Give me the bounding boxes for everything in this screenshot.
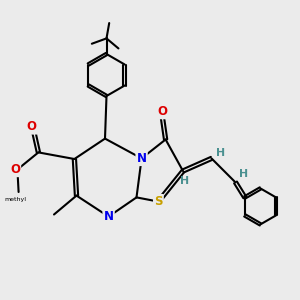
Text: S: S xyxy=(154,195,163,208)
Text: H: H xyxy=(216,148,225,158)
Text: methyl: methyl xyxy=(4,197,27,202)
Text: H: H xyxy=(180,176,189,187)
Text: N: N xyxy=(136,152,147,165)
Text: H: H xyxy=(239,169,248,179)
Text: N: N xyxy=(103,210,114,223)
Text: O: O xyxy=(157,105,167,118)
Text: O: O xyxy=(26,120,37,134)
Text: O: O xyxy=(10,163,20,176)
